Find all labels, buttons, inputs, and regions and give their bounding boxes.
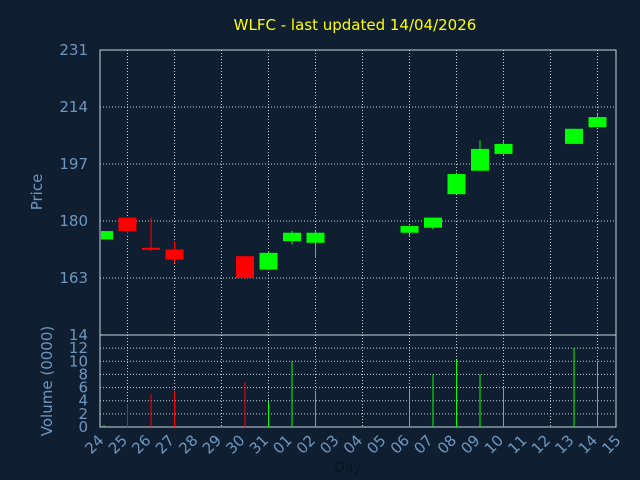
candle (400, 226, 419, 237)
candle (259, 251, 278, 270)
price-axis-label: Price (28, 174, 46, 211)
x-tick-label: 13 (551, 431, 577, 457)
x-tick-label: 02 (293, 431, 319, 457)
candle (118, 217, 137, 235)
x-tick-label: 28 (175, 431, 201, 457)
x-axis-label: Day (334, 460, 362, 476)
price-y-tick-label: 197 (59, 155, 88, 173)
candle (494, 140, 513, 156)
volume-grid (100, 334, 616, 428)
candle (471, 140, 489, 171)
candle-body (588, 117, 607, 128)
x-tick-label: 06 (387, 431, 413, 457)
candle-body (400, 226, 419, 233)
x-tick-label: 12 (528, 431, 554, 457)
candle (565, 128, 583, 144)
candle (236, 256, 254, 280)
x-tick-label: 01 (269, 431, 295, 457)
volume-y-tick-label: 4 (78, 392, 88, 410)
volume-y-tick-label: 2 (78, 405, 88, 423)
price-y-tick-label: 214 (59, 98, 88, 116)
candle-body (447, 174, 466, 195)
price-panel (99, 49, 617, 336)
x-tick-label: 04 (340, 431, 366, 457)
candle-body (101, 231, 113, 240)
x-tick-label: 09 (457, 431, 483, 457)
x-tick-label: 26 (128, 431, 154, 457)
price-y-tick-label: 163 (59, 269, 88, 287)
candle (447, 172, 466, 195)
candle (588, 113, 607, 128)
x-tick-label: 31 (246, 431, 272, 457)
volume-bars (103, 348, 598, 427)
x-tick-label: 11 (504, 431, 530, 457)
candle (424, 217, 442, 230)
x-tick-label: 07 (410, 431, 436, 457)
candle-body (471, 148, 489, 171)
x-tick-label: 25 (105, 431, 131, 457)
candle-body (283, 232, 301, 242)
volume-y-tick-label: 6 (78, 379, 88, 397)
candle-body (142, 247, 160, 250)
volume-y-tick-label: 14 (69, 326, 88, 344)
x-tick-label: 30 (222, 431, 248, 457)
candle (101, 231, 113, 240)
candle-body (306, 232, 325, 243)
x-tick-label: 03 (316, 431, 342, 457)
volume-y-tick-label: 12 (69, 339, 88, 357)
candle-body (236, 256, 254, 278)
x-tick-label: 27 (152, 431, 178, 457)
x-tick-label: 14 (575, 431, 601, 457)
candle-body (259, 252, 278, 270)
candle-body (494, 143, 513, 154)
x-tick-label: 15 (598, 431, 624, 457)
x-tick-label: 05 (363, 431, 389, 457)
volume-panel (99, 334, 617, 428)
x-tick-label: 08 (434, 431, 460, 457)
candle-body (118, 217, 137, 232)
candle-body (424, 217, 442, 228)
price-y-tick-label: 231 (59, 41, 88, 59)
candle (283, 231, 301, 245)
candle-body (565, 128, 583, 144)
x-tick-labels: 2425262728293031010203040506070809101112… (81, 431, 624, 457)
x-tick-label: 29 (199, 431, 225, 457)
volume-y-tick-label: 8 (78, 365, 88, 383)
candle (142, 217, 160, 252)
volume-y-tick-label: 0 (78, 418, 88, 436)
candle (306, 231, 325, 258)
price-y-tick-labels: 163 180 197 214 231 (59, 41, 88, 287)
candle-body (165, 249, 184, 260)
x-tick-label: 10 (481, 431, 507, 457)
chart-title: WLFC - last updated 14/04/2026 (234, 16, 477, 34)
candlesticks (101, 113, 607, 280)
volume-axis-label: Volume (0000) (38, 326, 56, 436)
price-y-tick-label: 180 (59, 212, 88, 230)
price-grid (100, 49, 616, 335)
volume-y-tick-label: 10 (69, 352, 88, 370)
candle (165, 241, 184, 263)
